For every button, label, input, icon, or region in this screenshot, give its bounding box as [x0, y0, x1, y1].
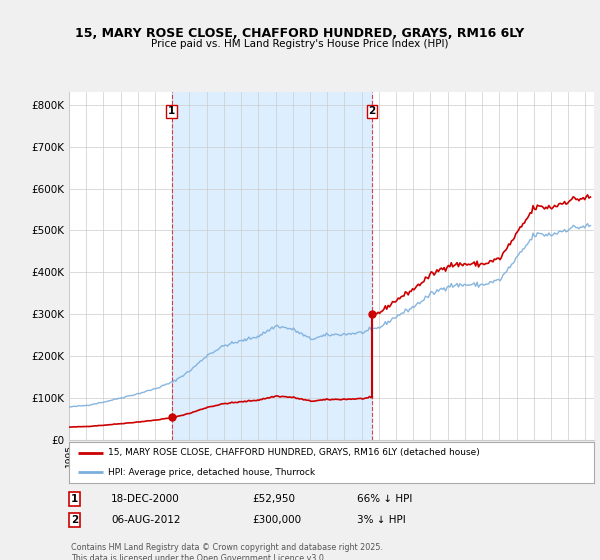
- Text: Contains HM Land Registry data © Crown copyright and database right 2025.
This d: Contains HM Land Registry data © Crown c…: [71, 543, 383, 560]
- Text: 66% ↓ HPI: 66% ↓ HPI: [357, 494, 412, 504]
- Text: 2: 2: [71, 515, 78, 525]
- Text: £300,000: £300,000: [252, 515, 301, 525]
- Text: 06-AUG-2012: 06-AUG-2012: [111, 515, 181, 525]
- Text: 15, MARY ROSE CLOSE, CHAFFORD HUNDRED, GRAYS, RM16 6LY: 15, MARY ROSE CLOSE, CHAFFORD HUNDRED, G…: [76, 27, 524, 40]
- Bar: [172, 92, 372, 440]
- Text: 1: 1: [168, 106, 175, 116]
- Text: 15, MARY ROSE CLOSE, CHAFFORD HUNDRED, GRAYS, RM16 6LY (detached house): 15, MARY ROSE CLOSE, CHAFFORD HUNDRED, G…: [109, 449, 480, 458]
- Text: 3% ↓ HPI: 3% ↓ HPI: [357, 515, 406, 525]
- Text: Price paid vs. HM Land Registry's House Price Index (HPI): Price paid vs. HM Land Registry's House …: [151, 39, 449, 49]
- Text: 1: 1: [71, 494, 78, 504]
- Text: 2: 2: [368, 106, 376, 116]
- Text: HPI: Average price, detached house, Thurrock: HPI: Average price, detached house, Thur…: [109, 468, 316, 477]
- Text: 18-DEC-2000: 18-DEC-2000: [111, 494, 180, 504]
- Text: £52,950: £52,950: [252, 494, 295, 504]
